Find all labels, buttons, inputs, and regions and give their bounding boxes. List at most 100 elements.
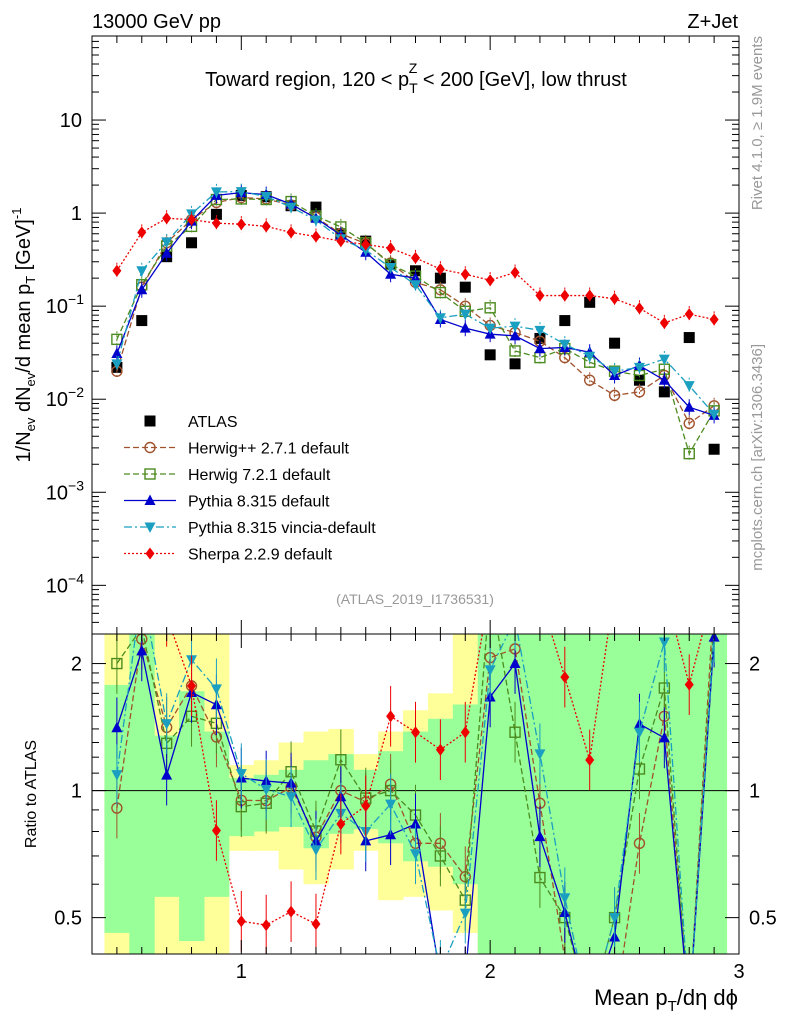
data-point — [411, 251, 420, 264]
ratio-tick-label: 0.5 — [54, 908, 82, 930]
series-4 — [111, 183, 720, 423]
y-tick-label: 1 — [71, 203, 82, 225]
ratio-point — [658, 637, 670, 648]
ratio-point — [235, 769, 247, 780]
data-point — [484, 323, 496, 335]
data-point — [535, 289, 545, 302]
data-point — [485, 274, 495, 287]
series-line — [116, 191, 715, 417]
ratio-point — [411, 726, 420, 739]
data-point — [361, 238, 371, 251]
data-point — [336, 235, 346, 248]
ratio-point — [210, 684, 222, 695]
ratio-point — [260, 784, 272, 796]
ratio-point — [310, 845, 322, 856]
data-point — [684, 308, 694, 321]
data-point — [187, 213, 197, 226]
data-point — [434, 313, 446, 324]
data-point — [634, 302, 644, 315]
ratio-point — [434, 850, 447, 862]
data-point — [137, 226, 147, 239]
legend: ATLAS Herwig++ 2.7.1 default Herwig 7.2.1 … — [124, 414, 376, 564]
ratio-series-4 — [166, 634, 704, 954]
ratio-point — [658, 682, 671, 694]
data-point — [609, 366, 621, 378]
ratio-point — [459, 908, 471, 920]
data-point — [509, 345, 521, 357]
data-point — [559, 315, 571, 327]
data-point — [459, 309, 471, 321]
header-energy-label: 13000 GeV pp — [92, 11, 221, 33]
data-point — [608, 389, 621, 402]
xlabel-post: /dη dϕ — [677, 985, 738, 1010]
data-point — [360, 245, 372, 257]
ratio-point — [609, 913, 621, 924]
x-tick-label: 1 — [236, 961, 247, 983]
main-frame — [91, 35, 740, 635]
data-point — [311, 230, 321, 243]
ratio-point — [633, 837, 646, 850]
ratio-point — [386, 710, 396, 723]
data-point — [510, 266, 520, 279]
data-point — [136, 283, 148, 295]
data-point — [683, 332, 695, 344]
series-1 — [111, 189, 720, 432]
ratio-point — [410, 849, 421, 860]
ratio-series-3 — [111, 634, 715, 954]
data-point — [260, 191, 272, 203]
legend-label: Sherpa 2.2.9 default — [188, 547, 333, 564]
data-point — [583, 374, 596, 386]
data-point — [112, 264, 122, 277]
legend-label: Pythia 8.315 vincia-default — [188, 520, 376, 537]
data-point — [658, 354, 670, 366]
data-point — [410, 280, 421, 291]
data-point — [683, 401, 695, 412]
ratio-point — [361, 799, 371, 812]
ratio-tick-label-right: 2 — [749, 654, 760, 676]
ratio-point — [211, 824, 221, 837]
data-point — [633, 362, 645, 374]
title-sup: Z — [409, 60, 418, 76]
ratio-point — [136, 644, 148, 656]
legend-label: Pythia 8.315 default — [188, 494, 330, 511]
title-sub: T — [409, 80, 418, 96]
ratio-point — [111, 657, 123, 670]
ratio-point — [236, 915, 246, 928]
legend-marker — [144, 441, 156, 454]
ratio-panel: 0.5 0.5 1 1 2 2 1 2 3 — [54, 633, 777, 983]
data-point — [560, 289, 570, 302]
legend-label: Herwig++ 2.7.1 default — [188, 441, 350, 458]
y-tick-label: 10−2 — [46, 384, 84, 411]
main-series-layer — [111, 183, 720, 462]
data-point — [534, 325, 546, 337]
legend-label: ATLAS — [188, 414, 238, 431]
ratio-point — [560, 671, 570, 684]
data-point — [210, 208, 222, 220]
band-green — [577, 634, 603, 954]
data-point — [509, 321, 521, 333]
legend-marker — [144, 522, 156, 533]
ratio-point — [111, 721, 123, 733]
data-point — [136, 266, 148, 277]
ratio-point — [658, 731, 670, 743]
ratio-point — [161, 719, 173, 730]
data-point — [161, 247, 173, 258]
ratio-point — [187, 679, 197, 692]
data-point — [210, 187, 222, 198]
ratio-point — [534, 749, 546, 760]
ratio-point — [460, 726, 470, 739]
data-point — [509, 358, 521, 370]
series-line — [116, 191, 715, 415]
ratio-point — [261, 919, 271, 932]
ratio-point — [410, 818, 421, 829]
data-point — [683, 381, 695, 392]
data-point — [235, 187, 247, 198]
data-point — [585, 289, 595, 302]
data-point — [236, 218, 246, 231]
ratio-point — [111, 770, 123, 781]
data-point — [610, 292, 620, 305]
ratio-point — [559, 893, 571, 904]
ratio-point — [336, 818, 346, 831]
ratio-point — [509, 726, 521, 738]
